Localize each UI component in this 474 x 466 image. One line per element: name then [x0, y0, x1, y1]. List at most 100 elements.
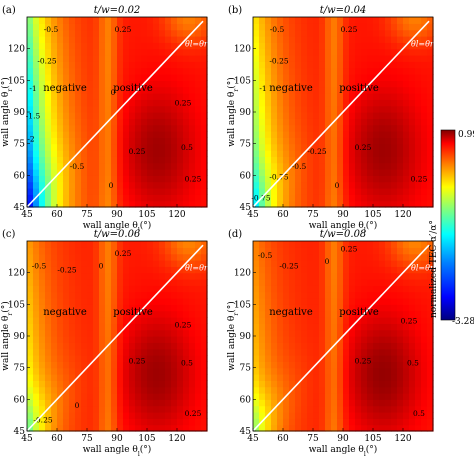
heatmap-cell [253, 175, 260, 183]
heatmap-cell [271, 247, 278, 255]
heatmap-cell [427, 291, 434, 299]
heatmap-cell [195, 175, 202, 183]
y-tick-label: 120 [8, 269, 25, 279]
heatmap-cell [51, 367, 58, 375]
heatmap-cell [63, 23, 70, 31]
heatmap-cell [259, 380, 266, 388]
heatmap-cell [325, 424, 332, 432]
heatmap-cell [349, 367, 356, 375]
heatmap-cell [373, 336, 380, 343]
heatmap-cell [111, 266, 118, 274]
heatmap-cell [123, 200, 130, 208]
heatmap-cell [27, 23, 34, 31]
heatmap-cell [331, 61, 338, 69]
heatmap-cell [75, 393, 82, 400]
heatmap-cell [385, 99, 392, 107]
heatmap-cell [45, 131, 52, 138]
heatmap-cell [81, 374, 88, 381]
heatmap-cell [253, 336, 260, 343]
heatmap-cell [253, 29, 260, 37]
heatmap-cell [135, 156, 142, 164]
heatmap-cell [69, 67, 76, 75]
heatmap-cell [427, 298, 434, 305]
heatmap-cell [51, 29, 58, 37]
heatmap-cell [81, 323, 88, 331]
heatmap-cell [415, 348, 422, 356]
heatmap-cell [421, 279, 428, 286]
heatmap-cell [379, 380, 386, 388]
heatmap-cell [265, 323, 272, 331]
heatmap-cell [189, 374, 196, 381]
heatmap-cell [277, 74, 284, 81]
heatmap-cell [153, 61, 160, 69]
heatmap-cell [421, 80, 428, 88]
heatmap-cell [409, 67, 416, 75]
heatmap-cell [177, 162, 184, 170]
heatmap-cell [57, 291, 64, 299]
heatmap-cell [307, 61, 314, 69]
heatmap-cell [403, 162, 410, 170]
heatmap-cell [75, 304, 82, 312]
heatmap-cell [319, 348, 326, 356]
heatmap-cell [355, 48, 362, 56]
heatmap-cell [253, 399, 260, 407]
heatmap-cell [289, 342, 296, 350]
heatmap-cell [93, 200, 100, 208]
heatmap-cell [349, 272, 356, 280]
heatmap-cell [165, 317, 172, 324]
heatmap-cell [189, 143, 196, 151]
heatmap-cell [33, 162, 40, 170]
heatmap-cell [403, 374, 410, 381]
heatmap-cell [147, 42, 154, 50]
heatmap-cell [391, 310, 398, 318]
heatmap-cell [183, 42, 190, 50]
heatmap-cell [331, 317, 338, 324]
heatmap-cell [355, 99, 362, 107]
heatmap-cell [421, 386, 428, 394]
heatmap-cell [421, 361, 428, 369]
heatmap-cell [361, 74, 368, 81]
heatmap-cell [141, 285, 148, 293]
contour-label: 0.25 [355, 356, 372, 365]
heatmap-cell [111, 412, 118, 419]
heatmap-cell [301, 298, 308, 305]
heatmap-cell [123, 361, 130, 369]
heatmap-cell [57, 181, 64, 189]
heatmap-cell [141, 253, 148, 261]
heatmap-cell [93, 175, 100, 183]
heatmap-cell [39, 342, 46, 350]
heatmap-cell [349, 48, 356, 56]
heatmap-cell [349, 241, 356, 248]
heatmap-cell [141, 67, 148, 75]
heatmap-cell [379, 36, 386, 43]
heatmap-cell [397, 412, 404, 419]
heatmap-cell [171, 131, 178, 138]
heatmap-cell [99, 241, 106, 248]
heatmap-cell [325, 253, 332, 261]
heatmap-cell [165, 424, 172, 432]
heatmap-cell [343, 247, 350, 255]
heatmap-cells [27, 241, 208, 432]
heatmap-cell [51, 279, 58, 286]
heatmap-cell [117, 175, 124, 183]
heatmap-cell [301, 112, 308, 119]
heatmap-cell [69, 272, 76, 280]
heatmap-cell [355, 336, 362, 343]
heatmap-cell [99, 418, 106, 426]
heatmap-cell [271, 367, 278, 375]
heatmap-cell [259, 118, 266, 126]
heatmap-cell [33, 23, 40, 31]
heatmap-cell [57, 55, 64, 62]
heatmap-cell [57, 99, 64, 107]
heatmap-cell [397, 285, 404, 293]
heatmap-cell [195, 156, 202, 164]
heatmap-cell [189, 279, 196, 286]
heatmap-cell [189, 336, 196, 343]
heatmap-cell [421, 48, 428, 56]
heatmap-cell [307, 272, 314, 280]
heatmap-cell [99, 367, 106, 375]
heatmap-cell [403, 175, 410, 183]
heatmap-cell [45, 36, 52, 43]
heatmap-cell [183, 200, 190, 208]
heatmap-cell [27, 86, 34, 94]
